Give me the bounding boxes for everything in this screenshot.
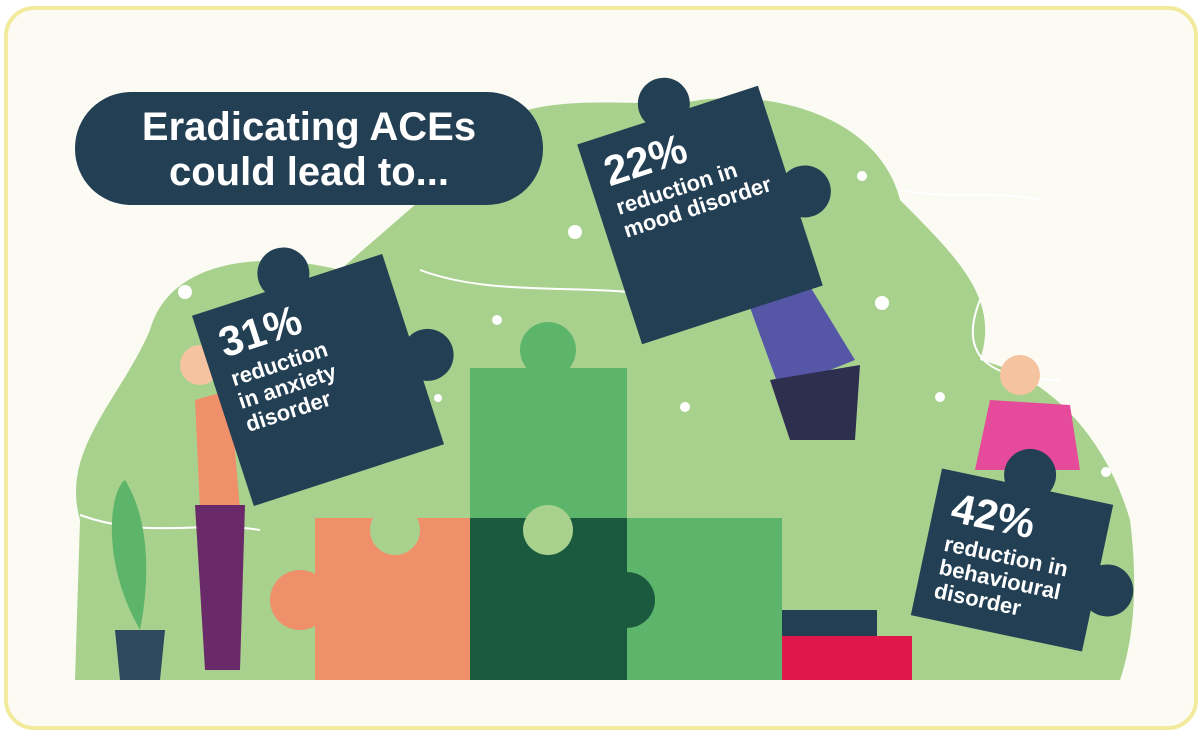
title-line: Eradicating ACEs <box>142 105 476 149</box>
title-line: could lead to... <box>169 150 449 194</box>
infographic: Eradicating ACEs could lead to... 31%red… <box>0 0 1203 735</box>
